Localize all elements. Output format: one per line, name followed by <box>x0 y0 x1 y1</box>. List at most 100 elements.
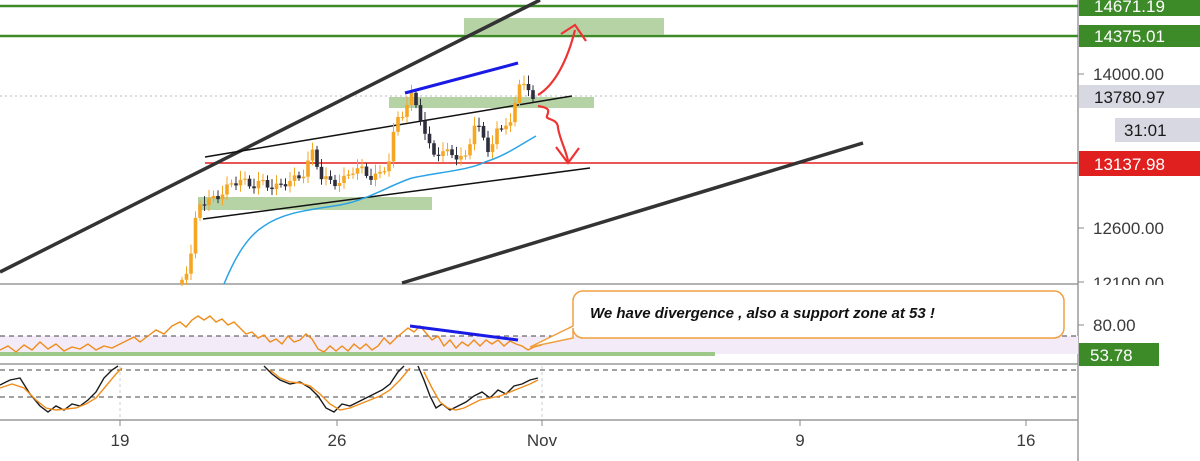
countdown-badge: 31:01 <box>1115 118 1200 142</box>
x-tick-16: 16 <box>1017 431 1036 450</box>
candle-body <box>351 173 355 175</box>
candle-body <box>486 137 490 153</box>
price-badge-13137: 13137.98 <box>1079 151 1200 176</box>
candle-body <box>508 122 513 126</box>
candle-body <box>324 176 328 180</box>
small-channel-lower <box>202 167 591 220</box>
candle-body <box>265 179 270 188</box>
candle-body <box>193 217 198 254</box>
price-divergence-line <box>404 61 519 95</box>
candle-body <box>400 116 405 119</box>
stoch-d-line <box>0 367 539 411</box>
candle-body <box>292 175 297 181</box>
candle-body <box>526 83 531 91</box>
svg-text:14671.19: 14671.19 <box>1094 0 1165 16</box>
candle-body <box>472 125 477 145</box>
x-tick-9: 9 <box>795 431 804 450</box>
rsi-value-badge: 53.78 <box>1079 343 1159 366</box>
candle-body <box>369 175 373 180</box>
svg-text:13137.98: 13137.98 <box>1094 155 1165 174</box>
candle-body <box>427 133 432 144</box>
candle-body <box>396 116 400 132</box>
x-tick-26: 26 <box>328 431 347 450</box>
candle-body <box>279 183 283 185</box>
candle-body <box>387 161 391 172</box>
candle-body <box>319 166 324 180</box>
candle-body <box>436 154 441 156</box>
candlesticks <box>180 75 535 287</box>
price-tick-14000: 14000.00 <box>1093 65 1164 84</box>
candle-body <box>378 171 382 174</box>
candle-body <box>297 175 301 179</box>
candle-body <box>499 128 504 130</box>
candle-body <box>238 179 243 186</box>
candle-body <box>270 187 274 190</box>
candle-body <box>229 183 234 185</box>
target-zone <box>464 18 664 35</box>
candle-body <box>391 131 396 162</box>
x-tick-nov: Nov <box>527 431 558 450</box>
candle-body <box>225 184 229 195</box>
candle-body <box>328 176 333 180</box>
candle-body <box>513 103 517 123</box>
candle-body <box>522 83 526 86</box>
candle-body <box>315 149 319 167</box>
candle-body <box>189 253 193 274</box>
candle-body <box>247 178 252 187</box>
candle-body <box>243 178 247 180</box>
candle-body <box>283 184 288 187</box>
candle-body <box>360 166 364 169</box>
candle-body <box>477 125 481 127</box>
breakout-zone <box>389 97 594 108</box>
candle-body <box>441 151 445 156</box>
svg-text:31:01: 31:01 <box>1124 121 1167 140</box>
candle-body <box>373 173 378 180</box>
candle-body <box>382 171 387 173</box>
candle-body <box>211 195 216 199</box>
candle-body <box>445 149 450 152</box>
moving-average-line <box>223 135 537 285</box>
candle-body <box>180 279 184 284</box>
candle-body <box>423 120 427 134</box>
candle-body <box>468 144 472 156</box>
candle-body <box>256 180 261 189</box>
candle-body <box>310 149 315 161</box>
candle-body <box>301 176 306 179</box>
annotation-callout <box>529 290 1065 348</box>
svg-text:13780.97: 13780.97 <box>1094 88 1165 107</box>
small-channel-upper <box>204 95 573 158</box>
candle-body <box>234 183 238 186</box>
rsi-line <box>0 315 543 353</box>
price-badge-14375: 14375.01 <box>1079 25 1200 47</box>
candle-body <box>202 204 207 206</box>
price-badge-14671: 14671.19 <box>1079 0 1200 16</box>
candle-body <box>288 180 292 187</box>
candle-body <box>198 204 202 218</box>
rsi-divergence-line <box>409 324 519 342</box>
candle-body <box>481 125 486 138</box>
current-price-badge: 13780.97 <box>1079 85 1200 108</box>
candle-body <box>306 160 310 177</box>
candle-body <box>207 198 211 206</box>
candle-body <box>531 90 535 100</box>
candle-body <box>490 144 495 153</box>
price-tick-mask <box>1079 285 1200 295</box>
svg-text:53.78: 53.78 <box>1090 346 1133 365</box>
candle-body <box>450 149 454 156</box>
candle-body <box>418 105 423 121</box>
candle-body <box>364 166 369 176</box>
candle-body <box>355 168 360 174</box>
candle-body <box>337 182 342 187</box>
candle-body <box>414 92 418 106</box>
candle-body <box>184 273 189 280</box>
candle-body <box>274 183 279 190</box>
price-tick-12600: 12600.00 <box>1093 219 1164 238</box>
svg-text:14375.01: 14375.01 <box>1094 27 1165 46</box>
candle-body <box>409 92 414 106</box>
channel-lower-line <box>401 141 864 285</box>
candle-body <box>463 155 468 157</box>
candle-body <box>432 143 436 155</box>
candle-body <box>405 105 409 117</box>
